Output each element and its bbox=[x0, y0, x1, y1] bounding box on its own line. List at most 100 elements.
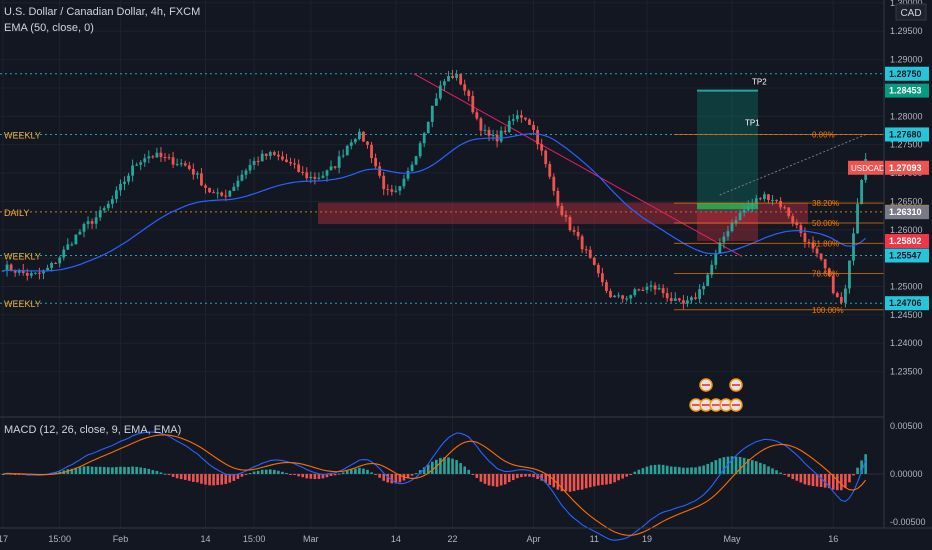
candle bbox=[410, 161, 414, 172]
candle bbox=[277, 150, 280, 161]
candle-body bbox=[163, 156, 167, 158]
macd-hist-bar bbox=[576, 474, 580, 491]
candle bbox=[333, 165, 337, 170]
price-tag-label: 1.25802 bbox=[889, 236, 922, 246]
candle bbox=[212, 189, 215, 194]
time-axis[interactable]: 17 15:00 Feb 14 15:00 Mar 14 22 Apr 11 19 May 16 bbox=[0, 534, 838, 544]
candle-body bbox=[515, 115, 519, 120]
macd-hist-bar bbox=[293, 474, 296, 475]
candle-body bbox=[187, 165, 191, 170]
candle bbox=[860, 178, 863, 205]
candle-body bbox=[815, 248, 819, 254]
candle-body bbox=[479, 118, 483, 131]
macd-hist-bar bbox=[572, 474, 576, 492]
candle-body bbox=[220, 192, 224, 196]
candle bbox=[305, 167, 309, 181]
price-tag-label: 1.25547 bbox=[889, 250, 922, 260]
macd-hist-bar bbox=[601, 474, 604, 485]
candle bbox=[827, 267, 831, 278]
macd-hist-bar bbox=[127, 466, 130, 474]
macd-hist-bar bbox=[698, 466, 701, 474]
candle-body bbox=[520, 115, 523, 118]
candle bbox=[200, 167, 203, 187]
macd-hist-bar bbox=[629, 474, 633, 475]
candle bbox=[459, 73, 463, 86]
candle bbox=[163, 153, 167, 162]
ema-legend[interactable]: EMA (50, close, 0) bbox=[4, 22, 94, 34]
macd-hist-bar bbox=[378, 474, 381, 478]
candle bbox=[601, 267, 604, 287]
candle bbox=[467, 89, 471, 102]
candle-body bbox=[236, 180, 240, 187]
candle-body bbox=[390, 189, 394, 192]
macd-hist-bar bbox=[260, 469, 264, 474]
candle-body bbox=[661, 288, 665, 294]
macd-hist-bar bbox=[301, 474, 304, 478]
candle bbox=[362, 131, 365, 142]
macd-hist-bar bbox=[98, 466, 102, 474]
long-position-tool[interactable]: TP2 TP1 bbox=[697, 78, 866, 242]
candle-body bbox=[358, 131, 361, 139]
candle bbox=[844, 284, 847, 308]
macd-hist-bar bbox=[188, 474, 191, 481]
candle-body bbox=[633, 289, 637, 296]
candle bbox=[208, 187, 211, 194]
price-axis[interactable]: 1.300001.295001.290001.285001.280001.275… bbox=[848, 0, 929, 527]
macd-hist-bar bbox=[345, 470, 349, 474]
macd-hist-bar bbox=[803, 474, 807, 485]
macd-hist-bar bbox=[483, 474, 487, 484]
grid bbox=[0, 0, 884, 528]
candle-body bbox=[783, 207, 787, 209]
candle-body bbox=[167, 157, 171, 159]
candle bbox=[252, 157, 256, 170]
candle bbox=[17, 268, 21, 276]
candle bbox=[216, 188, 220, 199]
candle bbox=[677, 297, 681, 303]
candle bbox=[382, 171, 386, 196]
candle-body bbox=[46, 267, 49, 271]
candle bbox=[349, 139, 353, 150]
price-tag-label: 1.26310 bbox=[889, 207, 922, 217]
macd-tick-label: -0.00500 bbox=[890, 517, 926, 527]
macd-hist-bar bbox=[74, 467, 78, 474]
candle-body bbox=[402, 178, 406, 187]
candle bbox=[374, 153, 377, 170]
candle bbox=[281, 151, 284, 162]
time-tick-label: May bbox=[723, 534, 741, 544]
candle bbox=[418, 141, 422, 159]
macd-legend[interactable]: MACD (12, 26, close, 9, EMA, EMA) bbox=[4, 424, 181, 436]
candle-body bbox=[86, 221, 90, 224]
currency-badge[interactable] bbox=[895, 3, 927, 21]
economic-events[interactable] bbox=[689, 378, 743, 412]
price-tick-label: 1.26500 bbox=[890, 196, 923, 206]
candle bbox=[430, 105, 434, 128]
macd-hist-bar bbox=[799, 474, 803, 483]
candle bbox=[479, 116, 483, 137]
candle-body bbox=[601, 273, 604, 283]
candle-body bbox=[394, 190, 398, 192]
macd-hist-bar bbox=[487, 474, 491, 486]
macd-hist-bar bbox=[678, 467, 681, 474]
symbol-title[interactable]: U.S. Dollar / Canadian Dollar, 4h, FXCM bbox=[4, 6, 200, 18]
macd-hist-bar bbox=[281, 471, 284, 474]
candle-body bbox=[588, 249, 592, 258]
candle-body bbox=[94, 217, 98, 224]
macd-hist-bar bbox=[406, 474, 410, 479]
candle bbox=[564, 210, 568, 222]
candle-body bbox=[653, 285, 657, 290]
macd-hist-bar bbox=[512, 474, 515, 481]
fib-retracement[interactable]: 0.00% 38.20% 50.00% 61.80% 78.60% 100.00% bbox=[674, 130, 884, 315]
candle-body bbox=[742, 210, 746, 213]
candle-body bbox=[475, 112, 479, 119]
macd-hist-bar bbox=[791, 474, 795, 480]
price-tag-label: 1.28750 bbox=[889, 69, 922, 79]
fib-level-label: 50.00% bbox=[812, 219, 839, 228]
macd-hist-bar bbox=[844, 474, 847, 488]
candle bbox=[179, 158, 183, 167]
candle bbox=[204, 183, 207, 194]
candle-body bbox=[1, 270, 5, 272]
candle-body bbox=[771, 199, 774, 201]
candle bbox=[718, 238, 722, 254]
macd-hist-bar bbox=[337, 473, 341, 475]
